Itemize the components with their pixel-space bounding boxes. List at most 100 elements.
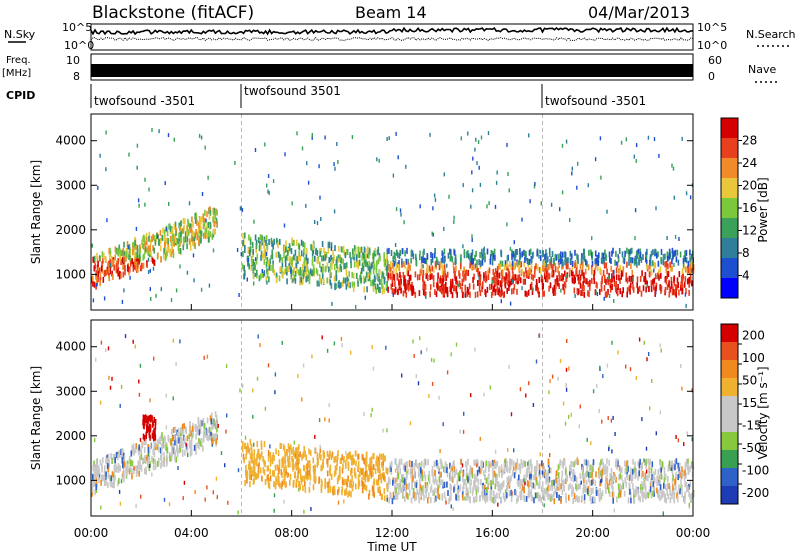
scatter-cell: [517, 480, 519, 487]
scatter-cell: [345, 262, 348, 269]
scatter-cell: [307, 269, 310, 276]
scatter-cell: [328, 277, 331, 284]
scatter-cell: [449, 475, 451, 482]
colorbar-tick-label: -15: [742, 418, 762, 432]
scatter-cell: [523, 487, 525, 494]
scatter-cell: [378, 474, 380, 481]
scatter-cell: [314, 220, 316, 224]
scatter-cell: [445, 282, 447, 288]
scatter-cell: [496, 285, 499, 292]
scatter-cell: [415, 459, 417, 466]
scatter-cell: [143, 439, 146, 446]
scatter-cell: [253, 219, 255, 224]
scatter-cell: [554, 488, 557, 495]
scatter-cell: [657, 489, 660, 496]
scatter-cell: [658, 153, 660, 158]
scatter-cell: [371, 407, 373, 412]
scatter-cell: [486, 476, 489, 483]
scatter-cell: [239, 206, 242, 211]
scatter-cell: [303, 465, 306, 472]
scatter-cell: [624, 468, 627, 475]
scatter-cell: [564, 251, 566, 258]
colorbar-cell: [721, 432, 738, 451]
scatter-cell: [289, 461, 291, 468]
scatter-cell: [533, 184, 536, 189]
scatter-cell: [530, 257, 533, 264]
colorbar-cell: [721, 468, 738, 487]
scatter-cell: [167, 238, 169, 245]
scatter-cell: [254, 257, 257, 262]
scatter-cell: [621, 270, 624, 277]
scatter-cell: [179, 248, 182, 254]
scatter-cell: [532, 287, 534, 292]
scatter-cell: [204, 431, 207, 438]
scatter-cell: [529, 284, 532, 290]
scatter-cell: [337, 281, 340, 288]
scatter-cell: [465, 465, 468, 472]
scatter-cell: [366, 261, 368, 268]
scatter-cell: [381, 283, 383, 290]
scatter-cell: [311, 354, 313, 359]
scatter-cell: [271, 249, 273, 256]
scatter-cell: [319, 250, 321, 257]
scatter-cell: [253, 449, 256, 456]
scatter-cell: [619, 491, 622, 498]
scatter-cell: [297, 447, 299, 453]
scatter-cell: [688, 491, 690, 498]
scatter-cell: [595, 471, 597, 478]
scatter-cell: [681, 271, 684, 278]
scatter-cell: [209, 209, 212, 216]
scatter-cell: [494, 449, 497, 454]
scatter-cell: [566, 339, 568, 343]
scatter-cell: [405, 258, 408, 265]
scatter-cell: [153, 445, 155, 452]
scatter-cell: [249, 473, 251, 480]
scatter-cell: [164, 226, 167, 233]
scatter-cell: [455, 342, 458, 347]
scatter-cell: [385, 257, 388, 264]
scatter-cell: [600, 479, 602, 484]
scatter-cell: [205, 226, 208, 233]
scatter-cell: [377, 456, 380, 463]
scatter-cell: [149, 248, 151, 255]
scatter-cell: [674, 234, 677, 239]
scatter-cell: [257, 472, 259, 479]
scatter-cell: [93, 265, 96, 272]
scatter-cell: [119, 465, 121, 472]
scatter-cell: [320, 266, 323, 273]
scatter-cell: [388, 466, 391, 473]
scatter-cell: [416, 274, 419, 281]
scatter-cell: [578, 424, 580, 429]
scatter-cell: [439, 472, 441, 479]
scatter-cell: [249, 239, 252, 246]
scatter-cell: [435, 256, 438, 263]
scatter-cell: [215, 414, 218, 421]
scatter-cell: [394, 485, 396, 492]
scatter-cell: [266, 268, 268, 275]
scatter-cell: [319, 452, 321, 459]
scatter-cell: [460, 467, 462, 473]
scatter-cell: [603, 296, 605, 301]
scatter-cell: [495, 275, 497, 282]
scatter-cell: [173, 446, 176, 453]
scatter-cell: [538, 333, 541, 338]
scatter-cell: [207, 435, 210, 442]
scatter-cell: [476, 266, 478, 272]
colorbar-tick-label: 4: [742, 269, 750, 283]
scatter-cell: [486, 486, 488, 493]
scatter-cell: [439, 277, 441, 284]
scatter-cell: [163, 247, 165, 254]
scatter-cell: [438, 264, 441, 271]
scatter-cell: [237, 510, 239, 515]
scatter-cell: [543, 470, 545, 477]
scatter-cell: [383, 260, 386, 267]
scatter-cell: [485, 271, 487, 277]
scatter-cell: [188, 428, 191, 435]
scatter-cell: [99, 459, 102, 466]
scatter-cell: [179, 432, 182, 439]
scatter-cell: [171, 245, 173, 252]
scatter-cell: [444, 256, 446, 263]
scatter-cell: [497, 279, 500, 286]
scatter-cell: [663, 491, 665, 498]
scatter-cell: [306, 161, 308, 166]
